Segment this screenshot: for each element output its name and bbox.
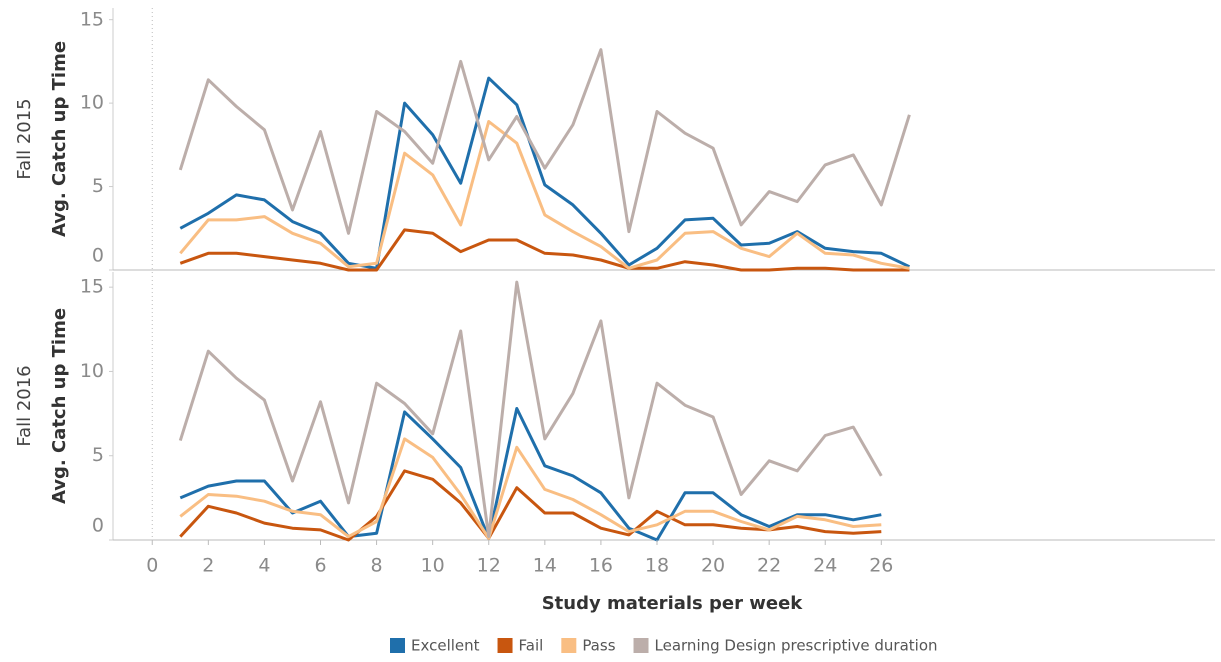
x-tick-label: 22 (757, 555, 781, 577)
legend-label: Excellent (411, 637, 480, 655)
x-tick-label: 10 (421, 555, 445, 577)
x-tick-label: 26 (869, 555, 893, 577)
legend-swatch (390, 638, 405, 653)
y-tick-label: 10 (80, 360, 104, 382)
y-tick-label: 10 (80, 92, 104, 114)
x-tick-label: 16 (589, 555, 613, 577)
x-tick-label: 20 (701, 555, 725, 577)
y-tick-label: 15 (80, 276, 104, 298)
x-tick-label: 18 (645, 555, 669, 577)
panel-label: Fall 2016 (14, 365, 35, 446)
x-tick-label: 8 (371, 555, 383, 577)
series-line (178, 280, 883, 539)
legend-label: Pass (582, 637, 615, 655)
x-tick-label: 2 (202, 555, 214, 577)
x-tick-label: 6 (314, 555, 326, 577)
y-tick-label: 5 (92, 175, 104, 197)
x-tick-label: 14 (533, 555, 557, 577)
legend-label: Learning Design prescriptive duration (655, 637, 938, 655)
y-axis-label: Avg. Catch up Time (49, 41, 70, 237)
legend-label: Fail (519, 637, 544, 655)
series-line (179, 76, 911, 270)
x-tick-label: 0 (146, 555, 158, 577)
y-tick-label: 15 (80, 9, 104, 31)
y-tick-label: 0 (92, 515, 104, 537)
panel-label: Fall 2015 (14, 98, 35, 179)
series-line (179, 228, 910, 272)
series-line (179, 120, 910, 270)
x-tick-label: 12 (477, 555, 501, 577)
legend-swatch (633, 638, 649, 653)
x-tick-label: 24 (813, 555, 837, 577)
y-tick-label: 0 (92, 245, 104, 267)
series-line (178, 48, 911, 235)
y-tick-label: 5 (92, 444, 104, 466)
x-axis-label: Study materials per week (542, 593, 804, 614)
y-axis-label: Avg. Catch up Time (49, 308, 70, 504)
series-line (179, 437, 882, 540)
legend-swatch (561, 638, 577, 653)
legend-swatch (497, 638, 513, 653)
x-tick-label: 4 (258, 555, 270, 577)
series-line (179, 407, 882, 542)
